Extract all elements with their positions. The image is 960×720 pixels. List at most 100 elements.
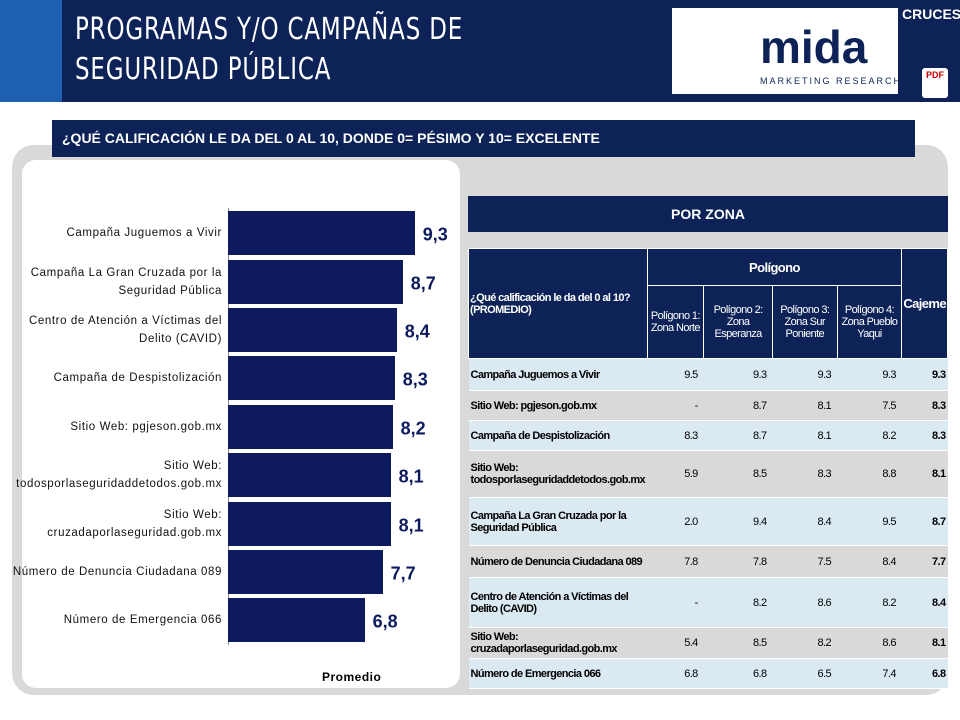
- cell: 5.4: [647, 627, 704, 659]
- total-header: Cajeme: [901, 248, 948, 359]
- row-label: Número de Emergencia 066: [468, 658, 648, 689]
- row-label: Sitio Web: cruzadaporlaseguridad.gob.mx: [468, 627, 648, 659]
- table-row: Campaña de Despistolización 8.3 8.7 8.1 8.2 8…: [468, 420, 948, 451]
- cell: 9.3: [837, 358, 902, 391]
- table-row: Sitio Web: pgjeson.gob.mx -8.7 8.1 7.5 8.3: [468, 390, 948, 421]
- table-row: Número de Denuncia Ciudadana 089 7.8 7.8 7.…: [468, 545, 948, 578]
- cell: 8.8: [837, 450, 902, 498]
- cell: -: [647, 390, 704, 421]
- table-row: Número de Emergencia 066 6.8 6.8 6.5 7.4 6.8: [468, 658, 948, 689]
- category-label: Número de Denuncia Ciudadana 089: [12, 566, 222, 578]
- cell: 7.7: [901, 545, 948, 578]
- cell: -: [647, 577, 704, 628]
- row-label: Campaña Juguemos a Vivir: [468, 358, 648, 391]
- cell: 9.3: [772, 358, 838, 391]
- cell: 9.3: [703, 358, 773, 391]
- row-label: Sitio Web: pgjeson.gob.mx: [468, 390, 648, 421]
- cell: 9.4: [703, 497, 773, 546]
- cell: 8.6: [837, 627, 902, 659]
- category-label: Sitio Web: cruzadaporlaseguridad.gob.mx: [47, 508, 222, 539]
- logo-box: [672, 8, 898, 94]
- cell: 6.8: [703, 658, 773, 689]
- table-row: Campaña La Gran Cruzada por la Seguridad…: [468, 497, 948, 546]
- cell: 6.8: [647, 658, 704, 689]
- cell: 9.5: [647, 358, 704, 391]
- cell: 8.4: [772, 497, 838, 546]
- category-label: Sitio Web: todosporlaseguridaddetodos.go…: [16, 460, 222, 491]
- bar: [228, 501, 391, 546]
- title: PROGRAMAS Y/O CAMPAÑAS DE SEGURIDAD PÚBL…: [75, 12, 464, 87]
- cell: 8.6: [772, 577, 838, 628]
- cell: 9.3: [901, 358, 948, 391]
- table-row: Sitio Web: cruzadaporlaseguridad.gob.mx 5…: [468, 627, 948, 659]
- category-label: Campaña de Despistolización: [53, 372, 222, 385]
- column-header: Polígono 1: Zona Norte: [646, 285, 705, 359]
- table-row: Campaña Juguemos a Vivir 9.5 9.3 9.3 9.3 9.3: [468, 358, 948, 391]
- bar: [228, 356, 395, 401]
- cell: 8.5: [703, 627, 773, 659]
- logo: mida: [760, 21, 868, 73]
- cell: 8.2: [837, 420, 902, 451]
- group-header: Polígono: [646, 248, 903, 286]
- cell: 8.3: [901, 420, 948, 451]
- accent-block: [0, 0, 62, 102]
- value-label: 8,1: [398, 515, 424, 536]
- cell: 8.3: [772, 450, 838, 498]
- cell: 7.8: [703, 545, 773, 578]
- value-label: 6,8: [372, 611, 398, 632]
- cell: 8.1: [901, 627, 948, 659]
- nav-link[interactable]: CRUCES: [902, 6, 960, 22]
- row-label: Sitio Web: todosporlaseguridaddetodos.go…: [468, 450, 648, 498]
- pdf-icon[interactable]: PDF: [922, 68, 948, 98]
- question-banner: ¿QUÉ CALIFICACIÓN LE DA DEL 0 AL 10, DON…: [52, 120, 915, 157]
- cell: 8.1: [772, 420, 838, 451]
- table-row: Centro de Atención a Víctimas del Delito…: [468, 577, 948, 628]
- bar: [228, 259, 403, 304]
- cell: 8.2: [703, 577, 773, 628]
- column-header: Polígono 2: Zona Esperanza: [703, 285, 773, 359]
- cell: 7.4: [837, 658, 902, 689]
- cell: 2.0: [647, 497, 704, 546]
- logo-subtitle: MARKETING RESEARCH: [760, 76, 903, 86]
- cell: 7.5: [837, 390, 902, 421]
- cell: 8.5: [703, 450, 773, 498]
- cell: 8.3: [901, 390, 948, 421]
- corner-header: ¿Qué calificación le da del 0 al 10? (PR…: [468, 248, 648, 359]
- cell: 8.7: [703, 420, 773, 451]
- row-label: Campaña La Gran Cruzada por la Seguridad…: [468, 497, 648, 546]
- value-label: 9,3: [422, 224, 448, 245]
- value-label: 8,1: [398, 466, 424, 487]
- cell: 6.8: [901, 658, 948, 689]
- cell: 5.9: [647, 450, 704, 498]
- bar: [228, 211, 415, 256]
- cell: 9.5: [837, 497, 902, 546]
- row-label: Campaña de Despistolización: [468, 420, 648, 451]
- value-label: 7,7: [390, 563, 416, 584]
- bar: [228, 598, 365, 643]
- bar: [228, 453, 391, 498]
- value-label: 8,2: [400, 418, 426, 439]
- category-label: Sitio Web: pgjeson.gob.mx: [70, 420, 222, 433]
- column-header: Polígono 3: Zona Sur Poniente: [772, 285, 838, 359]
- value-label: 8,3: [402, 369, 428, 390]
- bar: [228, 550, 383, 594]
- row-label: Centro de Atención a Víctimas del Delito…: [468, 577, 648, 628]
- value-label: 8,4: [404, 321, 430, 342]
- cell: 8.1: [772, 390, 838, 421]
- bar: [228, 404, 393, 449]
- category-label: Campaña La Gran Cruzada por la Seguridad…: [30, 266, 222, 297]
- row-label: Número de Denuncia Ciudadana 089: [468, 545, 648, 578]
- cell: 8.1: [901, 450, 948, 498]
- bar: [228, 308, 397, 352]
- value-label: 8,7: [410, 273, 436, 294]
- cell: 7.5: [772, 545, 838, 578]
- category-label: Número de Emergencia 066: [63, 614, 222, 627]
- cell: 8.7: [703, 390, 773, 421]
- cell: 7.8: [647, 545, 704, 578]
- section-title: POR ZONA: [468, 196, 948, 232]
- cell: 8.7: [901, 497, 948, 546]
- cell: 8.3: [647, 420, 704, 451]
- category-label: Centro de Atención a Víctimas del Delito…: [28, 315, 222, 345]
- cell: 8.2: [837, 577, 902, 628]
